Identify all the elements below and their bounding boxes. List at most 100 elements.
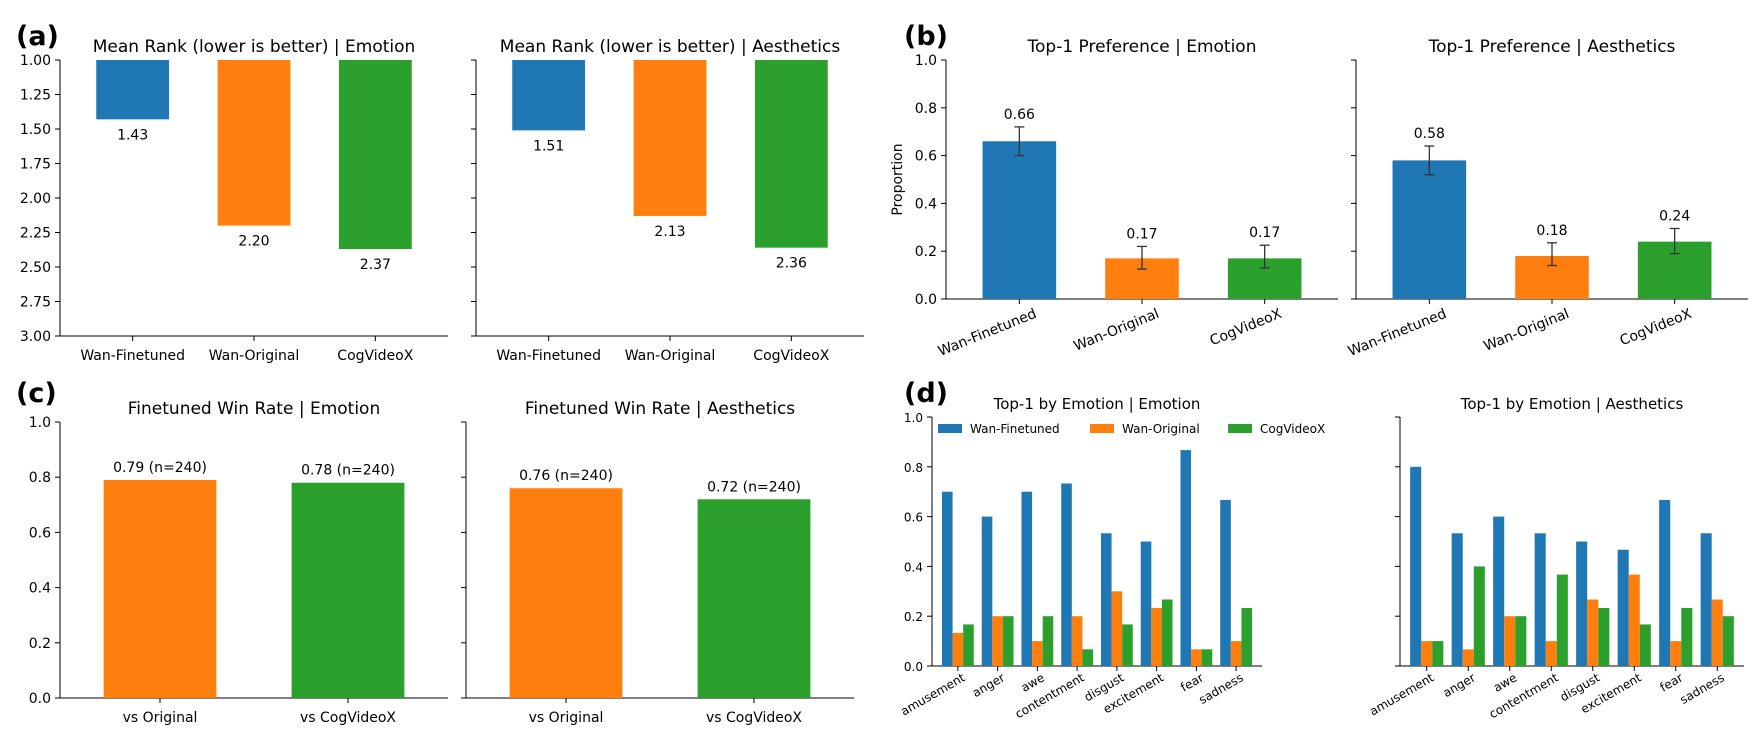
x-tick-label: fear	[1658, 670, 1686, 694]
y-tick-label: 0.0	[904, 660, 923, 674]
x-tick-label: contentment	[1013, 670, 1087, 721]
bar-cogvideox	[338, 60, 412, 250]
value-label: 2.37	[360, 257, 391, 273]
legend-swatch	[1090, 424, 1114, 433]
bar-sadness-wan-finetuned	[1700, 533, 1712, 666]
x-tick-label: Wan-Finetuned	[80, 348, 185, 364]
bar-fear-wan-original	[1191, 649, 1202, 666]
panel-label-d: (d)	[904, 378, 948, 409]
bar-awe-wan-finetuned	[1493, 516, 1505, 666]
bar-sadness-cogvideox	[1722, 616, 1734, 666]
bar-amusement-wan-original	[1421, 641, 1433, 666]
y-tick-label: 0.4	[29, 581, 51, 597]
bar-vs-original	[509, 488, 623, 698]
bar-vs-cogvideox	[291, 482, 405, 698]
bar-anger-wan-original	[992, 616, 1003, 666]
bar-wan-finetuned	[1392, 160, 1467, 299]
x-tick-label: anger	[1441, 670, 1478, 700]
y-tick-label: 1.0	[29, 415, 51, 431]
y-axis-label: Proportion	[890, 143, 906, 215]
panel-label-a: (a)	[16, 21, 59, 52]
chart-title: Top-1 by Emotion | Emotion	[993, 395, 1201, 413]
chart-d_emotion: Top-1 by Emotion | Emotion 0.0 0.2 0.4 0.6 0.…	[898, 395, 1325, 721]
x-tick-label: sadness	[1196, 670, 1245, 706]
value-label: 0.58	[1414, 126, 1445, 142]
x-tick-label: Wan-Finetuned	[1346, 306, 1449, 360]
y-tick-label: 1.0	[915, 53, 937, 69]
x-tick-label: awe	[1491, 670, 1519, 694]
value-label: 2.13	[654, 224, 685, 240]
value-label: 0.76 (n=240)	[519, 468, 613, 484]
bar-anger-wan-finetuned	[981, 516, 993, 666]
y-tick-label: 0.0	[915, 292, 937, 308]
chart-title: Top-1 Preference | Aesthetics	[1428, 37, 1676, 57]
x-tick-label: amusement	[898, 670, 967, 718]
bar-disgust-cogvideox	[1598, 607, 1610, 666]
legend-label: CogVideoX	[1260, 422, 1325, 436]
bar-anger-wan-original	[1462, 649, 1474, 666]
bar-fear-wan-finetuned	[1659, 499, 1671, 666]
value-label: 0.78 (n=240)	[301, 463, 395, 479]
x-tick-label: sadness	[1678, 670, 1727, 706]
bar-disgust-wan-original	[1587, 599, 1599, 666]
y-tick-label: 0.6	[29, 525, 51, 541]
y-tick-label: 0.8	[904, 461, 923, 475]
chart-c_emotion: Finetuned Win Rate | Emotion 0.0 0.2 0.4 0.6…	[29, 399, 448, 726]
bar-excitement-wan-original	[1151, 607, 1162, 666]
y-tick-label: 0.8	[915, 101, 937, 117]
bar-anger-cogvideox	[1002, 616, 1014, 666]
x-tick-label: vs CogVideoX	[300, 710, 396, 726]
bar-fear-cogvideox	[1681, 607, 1693, 666]
x-tick-label: CogVideoX	[1208, 306, 1285, 349]
bar-vs-original	[103, 479, 217, 698]
bar-vs-cogvideox	[697, 499, 811, 698]
value-label: 0.17	[1249, 225, 1280, 241]
value-label: 0.79 (n=240)	[113, 460, 207, 476]
bar-amusement-cogvideox	[963, 624, 974, 666]
chart-title: Top-1 Preference | Emotion	[1027, 37, 1257, 57]
y-tick-label: 0.6	[915, 149, 937, 165]
y-tick-label: 2.25	[20, 226, 51, 242]
panel-label-b: (b)	[904, 21, 948, 52]
x-tick-label: vs Original	[123, 710, 198, 726]
bar-amusement-wan-original	[952, 632, 964, 666]
panel-label-c: (c)	[16, 378, 57, 409]
y-tick-label: 0.4	[915, 196, 937, 212]
value-label: 2.36	[776, 256, 807, 272]
y-tick-label: 0.2	[915, 244, 937, 260]
bar-sadness-wan-finetuned	[1220, 499, 1231, 666]
x-tick-label: vs Original	[529, 710, 604, 726]
chart-title: Top-1 by Emotion | Aesthetics	[1460, 395, 1684, 413]
bar-awe-wan-original	[1032, 641, 1043, 666]
value-label: 0.18	[1536, 223, 1567, 239]
value-label: 0.17	[1126, 226, 1157, 242]
chart-b_emotion: Top-1 Preference | Emotion 0.0 0.2 0.4 0.6 0.…	[890, 37, 1338, 360]
y-tick-label: 1.00	[20, 53, 51, 69]
bar-awe-wan-finetuned	[1021, 491, 1033, 666]
chart-a_aesthetics: Mean Rank (lower is better) | Aesthetics…	[471, 37, 864, 364]
bar-wan-finetuned	[512, 60, 586, 131]
bar-contentment-wan-finetuned	[1534, 533, 1546, 666]
bar-contentment-wan-original	[1545, 641, 1557, 666]
y-tick-label: 1.25	[20, 88, 51, 104]
bar-excitement-wan-finetuned	[1617, 549, 1629, 666]
legend-swatch	[938, 424, 962, 433]
bar-disgust-wan-finetuned	[1576, 541, 1588, 666]
value-label: 1.51	[533, 138, 564, 154]
value-label: 1.43	[117, 127, 148, 143]
x-tick-label: Wan-Finetuned	[496, 348, 601, 364]
y-tick-label: 0.6	[904, 511, 923, 525]
bar-contentment-cogvideox	[1556, 574, 1568, 666]
bar-fear-wan-original	[1670, 641, 1682, 666]
bar-wan-finetuned	[982, 141, 1057, 299]
bar-amusement-cogvideox	[1432, 641, 1444, 666]
bar-sadness-cogvideox	[1241, 607, 1253, 666]
y-tick-label: 0.4	[904, 560, 923, 574]
bar-disgust-wan-finetuned	[1100, 533, 1112, 666]
bar-amusement-wan-finetuned	[1410, 466, 1422, 666]
bar-fear-wan-finetuned	[1180, 450, 1192, 666]
bar-excitement-wan-finetuned	[1140, 541, 1152, 666]
bar-excitement-wan-original	[1628, 574, 1640, 666]
chart-title: Mean Rank (lower is better) | Aesthetics	[500, 37, 841, 57]
